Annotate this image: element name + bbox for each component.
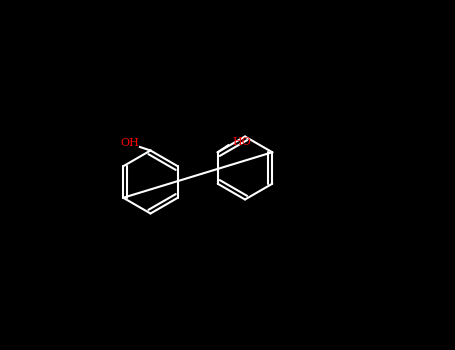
Text: OH: OH	[120, 139, 139, 148]
Text: HO: HO	[233, 137, 252, 147]
